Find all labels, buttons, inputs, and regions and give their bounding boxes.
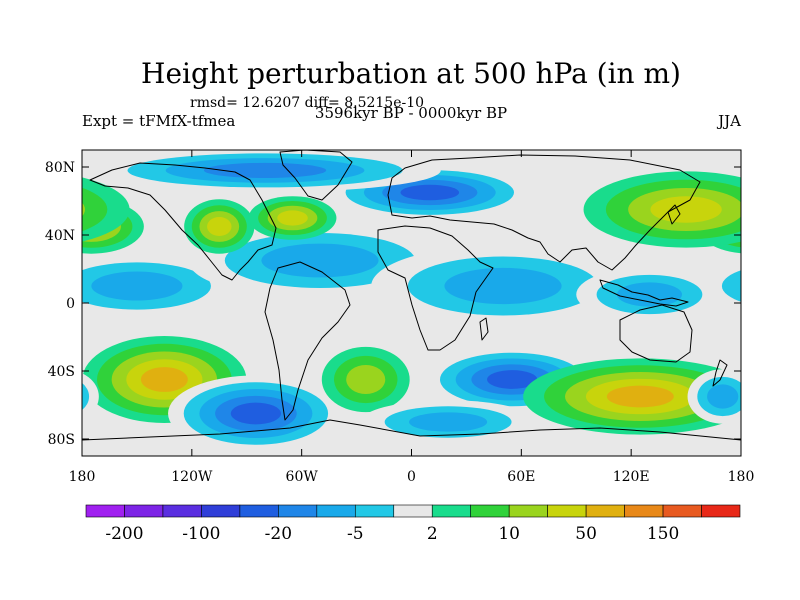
contour-level-13 bbox=[140, 367, 188, 392]
field-feature-western-pacific-negative bbox=[576, 267, 723, 322]
colorbar-swatch bbox=[278, 504, 318, 518]
period-label: 3596kyr BP - 0000kyr BP bbox=[315, 104, 507, 122]
colorbar-swatch bbox=[354, 504, 395, 518]
madagascar-coast bbox=[479, 317, 489, 341]
field-feature-north-america-high bbox=[184, 199, 255, 254]
colorbar-label: 150 bbox=[647, 524, 679, 544]
lon-tick-label: 60E bbox=[507, 469, 535, 485]
contour-level-4 bbox=[400, 184, 460, 201]
colorbar-label: -100 bbox=[182, 524, 220, 544]
colorbar-label: -5 bbox=[347, 524, 364, 544]
lon-tick-label: 180 bbox=[69, 469, 96, 485]
contour-level-12 bbox=[277, 210, 308, 226]
new-zealand-coast bbox=[712, 359, 728, 387]
lon-tick-label: 120W bbox=[171, 469, 213, 485]
season-label: JJA bbox=[716, 112, 741, 130]
field-feature-tasman-low bbox=[82, 369, 741, 424]
contour-level-11-wrap bbox=[82, 202, 86, 217]
contour-level-5 bbox=[203, 162, 327, 178]
field-feature-southern-australia-high bbox=[82, 358, 741, 435]
contour-level-6 bbox=[707, 384, 739, 409]
colorbar-swatch bbox=[547, 504, 587, 518]
contour-level-12 bbox=[207, 217, 232, 236]
australia-coast bbox=[619, 304, 693, 363]
greenland-coast bbox=[279, 150, 353, 201]
colorbar-swatch bbox=[431, 504, 472, 518]
field-feature-southeast-pacific-low bbox=[168, 375, 344, 452]
height-perturbation-field bbox=[82, 150, 741, 456]
stats-label: rmsd= 12.6207 diff= 8.5215e-10 bbox=[190, 95, 424, 111]
colorbar-swatch bbox=[239, 504, 279, 518]
lon-tick-label: 60W bbox=[286, 469, 319, 485]
colorbar-label: -200 bbox=[105, 524, 143, 544]
colorbar-label: 10 bbox=[498, 524, 520, 544]
south-america-coast bbox=[264, 261, 351, 421]
contour-level-13 bbox=[606, 385, 674, 408]
contour-level-6 bbox=[261, 243, 379, 278]
lon-tick-label: 120E bbox=[613, 469, 650, 485]
plot-title: Height perturbation at 500 hPa (in m) bbox=[141, 57, 681, 90]
lat-tick-label: 80S bbox=[48, 432, 75, 448]
colorbar-swatch bbox=[85, 504, 125, 518]
indonesia-coast bbox=[599, 279, 689, 307]
contour-level-10-wrap bbox=[82, 187, 108, 232]
lon-tick-label: 180 bbox=[728, 469, 755, 485]
contour-level-6 bbox=[616, 282, 683, 307]
contour-level-11 bbox=[346, 364, 386, 395]
contour-level-6 bbox=[444, 267, 562, 305]
field-feature-arctic-low bbox=[89, 150, 441, 193]
colorbar: -200 -100 -20 -5 2 10 50 150 bbox=[85, 504, 741, 544]
coastlines bbox=[82, 150, 741, 441]
colorbar-swatch bbox=[393, 504, 433, 518]
colorbar-swatch bbox=[201, 504, 241, 518]
experiment-label: Expt = tFMfX-tfmea bbox=[82, 112, 235, 130]
antarctica-coast bbox=[82, 419, 741, 441]
contour-level-8-wrap bbox=[82, 373, 99, 420]
contour-level-4 bbox=[487, 370, 538, 389]
contour-level-6 bbox=[409, 412, 488, 432]
contour-level-6 bbox=[91, 271, 183, 301]
colorbar-swatch bbox=[585, 504, 625, 518]
contour-level-7-wrap bbox=[82, 382, 90, 411]
japan-coast bbox=[667, 204, 681, 225]
contour-level-4 bbox=[230, 402, 282, 425]
field-feature-labrador-high bbox=[248, 196, 337, 240]
colorbar-swatch bbox=[316, 504, 356, 518]
colorbar-swatch bbox=[124, 504, 164, 518]
colorbar-label: -20 bbox=[265, 524, 292, 544]
lon-tick-label: 0 bbox=[407, 469, 416, 485]
contour-level-12 bbox=[650, 196, 722, 223]
africa-coast bbox=[377, 225, 494, 351]
contour-level-7-wrap bbox=[721, 270, 741, 302]
lat-tick-label: 80N bbox=[45, 160, 75, 176]
colorbar-swatch bbox=[508, 504, 548, 518]
field-feature-southern-ocean-low bbox=[360, 400, 536, 444]
colorbar-swatch bbox=[701, 504, 741, 518]
colorbar-label: 50 bbox=[575, 524, 597, 544]
lat-tick-label: 0 bbox=[66, 296, 75, 312]
colorbar-swatch bbox=[662, 504, 702, 518]
colorbar-swatch bbox=[470, 504, 510, 518]
lat-tick-label: 40S bbox=[48, 364, 75, 380]
field-feature-tropical-indian-negative bbox=[371, 245, 635, 327]
field-feature-south-atlantic-high bbox=[321, 346, 410, 413]
colorbar-label: 2 bbox=[427, 524, 438, 544]
colorbar-swatch bbox=[162, 504, 202, 518]
north-america-coast bbox=[89, 162, 277, 281]
lat-tick-label: 40N bbox=[45, 228, 75, 244]
eurasia-coast bbox=[387, 154, 701, 271]
map-axis-ticks: 80N 40N 0 40S 80S 180 120W 60W 0 60E 120E 180 bbox=[45, 150, 754, 485]
colorbar-swatch bbox=[624, 504, 664, 518]
